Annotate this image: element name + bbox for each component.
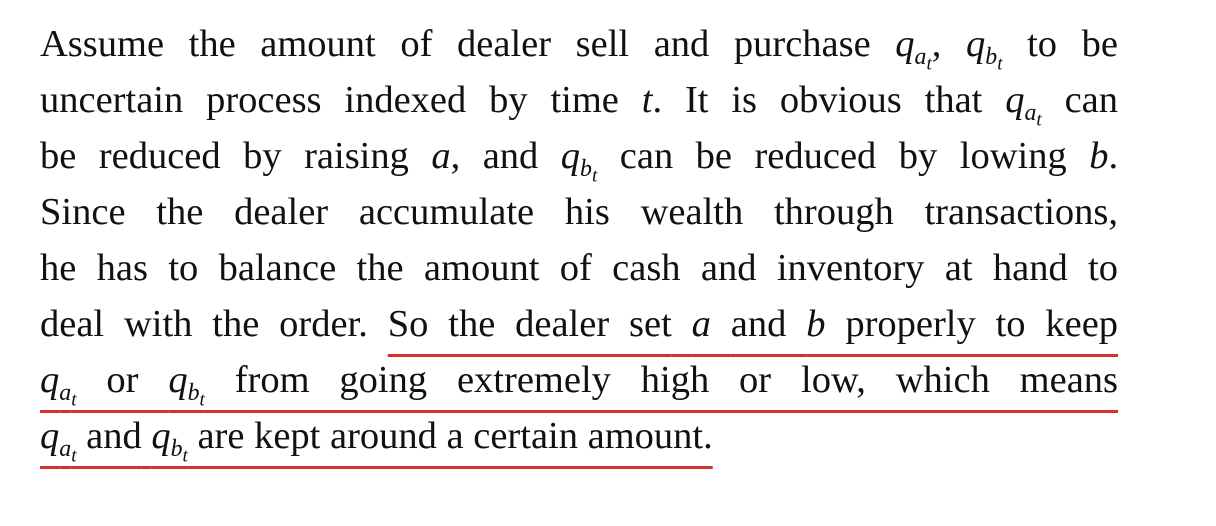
paragraph: Assume the amount of dealer sell and pur… — [40, 16, 1119, 466]
text-segment: uncertain process indexed by time — [40, 79, 619, 121]
text-line-1: Assume the amount of dealer sell and pur… — [40, 16, 1118, 74]
math-q-bt: qbt — [151, 415, 188, 466]
text-segment: . — [1108, 135, 1119, 177]
highlighted-text: qat and qbt are kept around a certain am… — [40, 415, 713, 466]
math-q-bt: qbt — [560, 135, 598, 186]
math-b: b — [806, 303, 826, 345]
math-q-at: qat — [895, 23, 932, 74]
text-line-8: qat and qbt are kept around a certain am… — [40, 408, 1118, 466]
text-segment: can — [1064, 79, 1119, 121]
math-t: t — [641, 79, 653, 121]
text-line-2: uncertain process indexed by time t. It … — [40, 72, 1119, 130]
text-segment: Assume the amount of dealer sell and pur… — [40, 23, 871, 65]
text-segment: , and — [450, 135, 539, 177]
text-line-6: deal with the order. So the dealer set a… — [40, 296, 1118, 352]
text-segment: to be — [1027, 23, 1118, 65]
text-line-7: qat or qbt from going extremely high or … — [40, 352, 1119, 410]
text-segment: can be reduced by lowing — [619, 135, 1067, 177]
text-segment: deal with the order. — [40, 303, 368, 345]
math-q-bt: qbt — [168, 359, 205, 410]
highlighted-text: So the dealer set a and b properly to ke… — [387, 303, 1119, 345]
text-segment: , — [931, 23, 942, 65]
math-q-at: qat — [40, 415, 77, 466]
text-line-4: Since the dealer accumulate his wealth t… — [40, 191, 1118, 233]
math-b: b — [1089, 135, 1109, 177]
text-line-3: be reduced by raising a, and qbt can be … — [40, 128, 1119, 186]
text-segment: . It is obvious that — [652, 79, 983, 121]
math-q-bt: qbt — [966, 23, 1003, 74]
text-line-5: he has to balance the amount of cash and… — [40, 247, 1118, 289]
math-a: a — [431, 135, 451, 177]
math-a: a — [691, 303, 711, 345]
highlighted-text: qat or qbt from going extremely high or … — [40, 359, 1119, 410]
text-segment: be reduced by raising — [40, 135, 409, 177]
math-q-at: qat — [40, 359, 77, 410]
math-q-at: qat — [1005, 79, 1042, 130]
